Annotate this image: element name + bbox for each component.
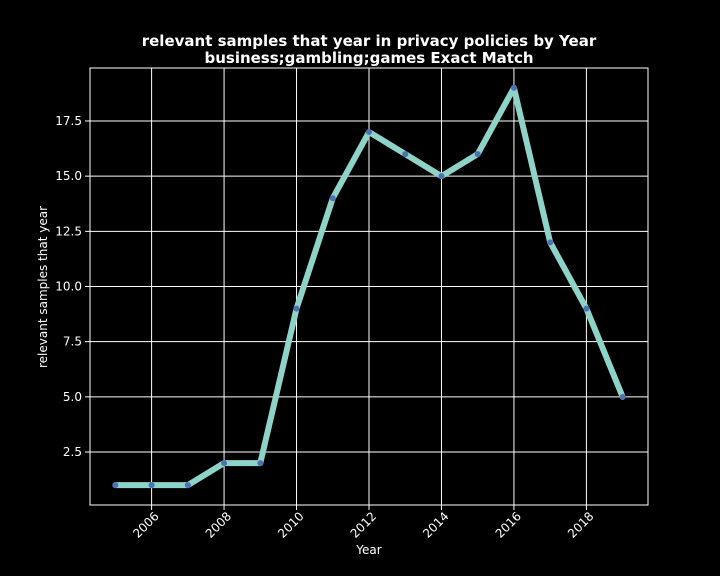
chart-subtitle: business;gambling;games Exact Match <box>204 49 533 67</box>
y-tick-label: 12.5 <box>55 224 82 238</box>
data-point <box>402 151 409 158</box>
data-point <box>547 239 554 246</box>
x-axis-label: Year <box>355 543 381 557</box>
y-tick-label: 2.5 <box>63 445 82 459</box>
y-tick-label: 7.5 <box>63 335 82 349</box>
data-point <box>474 151 481 158</box>
data-point <box>221 460 228 467</box>
data-point <box>438 173 445 180</box>
data-point <box>366 129 372 136</box>
data-point <box>619 393 626 400</box>
data-point <box>257 460 264 467</box>
y-ticks: 2.5 5.0 7.5 10.0 12.5 15.0 17.5 <box>55 114 90 459</box>
y-tick-label: 5.0 <box>63 390 82 404</box>
data-point <box>293 305 300 312</box>
chart-title: relevant samples that year in privacy po… <box>142 32 597 50</box>
data-point <box>112 482 119 489</box>
series-layer <box>112 84 626 489</box>
data-point <box>148 482 155 489</box>
y-tick-label: 17.5 <box>55 114 82 128</box>
y-axis-label: relevant samples that year <box>36 206 50 368</box>
y-tick-label: 15.0 <box>55 169 82 183</box>
data-point <box>583 305 590 312</box>
data-point <box>510 84 517 91</box>
data-point <box>184 482 191 489</box>
grid-lines <box>90 68 648 505</box>
y-tick-label: 10.0 <box>55 280 82 294</box>
data-point <box>329 195 336 202</box>
